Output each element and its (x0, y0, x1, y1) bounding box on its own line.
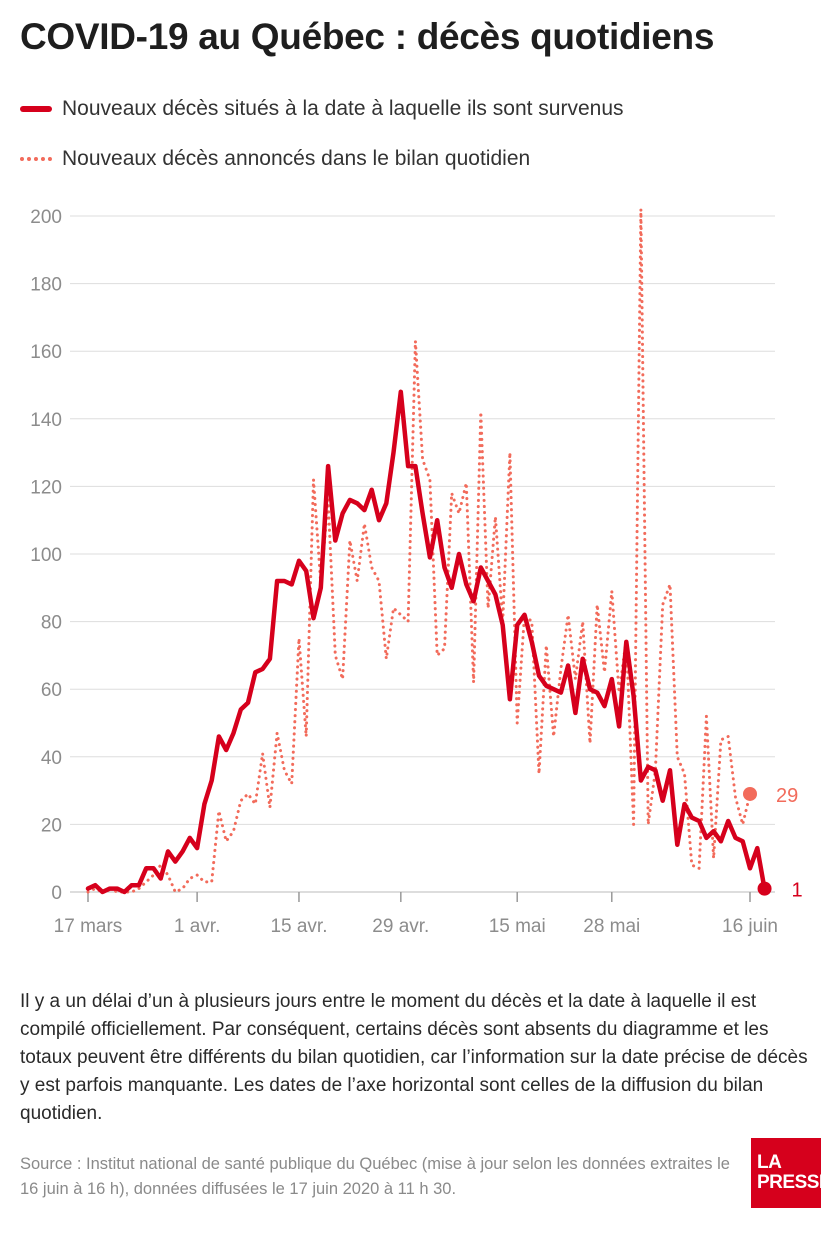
end-label-solid: 1 (792, 880, 803, 902)
y-tick-label: 20 (41, 815, 62, 836)
y-tick-label: 180 (30, 275, 62, 296)
legend-item-solid: Nouveaux décès situés à la date à laquel… (20, 94, 820, 124)
chart-title: COVID-19 au Québec : décès quotidiens (20, 16, 715, 57)
y-tick-label: 40 (41, 748, 62, 769)
x-tick-label: 17 mars (54, 916, 123, 937)
y-tick-label: 120 (30, 477, 62, 498)
x-tick-label: 1 avr. (174, 916, 220, 937)
x-tick-label: 15 avr. (270, 916, 327, 937)
legend-swatch-solid (20, 106, 52, 112)
legend-swatch-dotted (20, 157, 52, 161)
x-tick-label: 16 juin (722, 916, 778, 937)
x-tick-label: 29 avr. (372, 916, 429, 937)
y-tick-label: 200 (30, 207, 62, 228)
end-marker-dotted (743, 786, 757, 801)
y-tick-label: 80 (41, 613, 62, 634)
x-tick-label: 15 mai (489, 916, 546, 937)
y-tick-label: 0 (51, 883, 62, 904)
end-marker-solid (757, 881, 772, 896)
la-presse-logo: LA PRESSE (751, 1138, 832, 1208)
series-line-dotted (86, 207, 752, 894)
legend-label-solid: Nouveaux décès situés à la date à laquel… (62, 97, 624, 120)
explanatory-note: Il y a un délai d’un à plusieurs jours e… (20, 991, 808, 1124)
line-chart: 0 20 40 60 80 100 120 140 160 180 200 17 mars 1 avr… (30, 207, 803, 937)
legend-item-dotted: Nouveaux décès annoncés dans le bilan qu… (20, 144, 820, 174)
y-tick-label: 140 (30, 410, 62, 431)
x-tick-label: 28 mai (583, 916, 640, 937)
source-note: Source : Institut national de santé publ… (20, 1155, 730, 1198)
y-tick-label: 60 (41, 680, 62, 701)
y-tick-label: 160 (30, 342, 62, 363)
legend-label-dotted: Nouveaux décès annoncés dans le bilan qu… (62, 147, 531, 170)
end-label-dotted: 29 (776, 785, 798, 807)
y-tick-label: 100 (30, 545, 62, 566)
series-line-solid (85, 389, 767, 895)
